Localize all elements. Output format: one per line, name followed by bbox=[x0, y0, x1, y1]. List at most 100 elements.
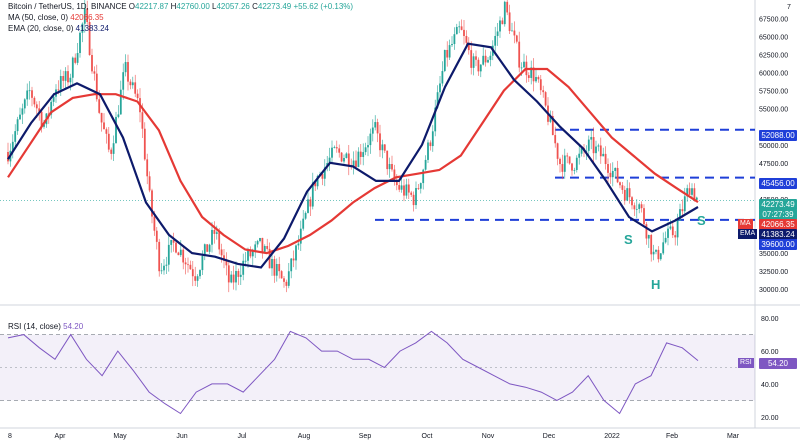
candle-body bbox=[208, 244, 211, 252]
candle-body bbox=[335, 147, 338, 149]
candle-body bbox=[110, 149, 113, 154]
candle-body bbox=[619, 182, 621, 186]
rsi-line bbox=[7, 330, 699, 415]
candle-body bbox=[626, 188, 629, 201]
candle-body bbox=[575, 157, 578, 170]
candle-body bbox=[112, 143, 115, 154]
level-45456-badge: 45456.00 bbox=[759, 178, 797, 189]
candle-body bbox=[67, 71, 69, 83]
candle-body bbox=[669, 226, 672, 229]
candle-body bbox=[223, 255, 225, 261]
candle-body bbox=[659, 253, 662, 260]
candle-body bbox=[371, 127, 374, 134]
candle-body bbox=[518, 41, 521, 68]
candle-body bbox=[316, 176, 319, 187]
candle-body bbox=[386, 150, 389, 170]
candle-body bbox=[482, 55, 485, 65]
candle-body bbox=[395, 181, 398, 186]
candle-body bbox=[16, 119, 19, 132]
candle-body bbox=[393, 169, 396, 182]
candle-body bbox=[479, 64, 482, 72]
level-52088-badge: 52088.00 bbox=[759, 130, 797, 141]
symbol-title: Bitcoin / TetherUS, 1D, BINANCE bbox=[8, 2, 127, 11]
candle-body bbox=[59, 76, 62, 90]
price-tick-label: 30000.00 bbox=[759, 287, 788, 294]
time-axis-label: 8 bbox=[8, 433, 12, 440]
candle-body bbox=[561, 164, 564, 172]
candle-body bbox=[614, 167, 617, 171]
candle-body bbox=[307, 199, 309, 213]
candle-body bbox=[338, 148, 341, 153]
candle-body bbox=[239, 274, 242, 277]
time-axis-label: Sep bbox=[359, 433, 372, 440]
candle-body bbox=[98, 99, 101, 113]
candle-body bbox=[472, 56, 475, 68]
candle-body bbox=[179, 249, 182, 256]
candle-body bbox=[69, 77, 72, 83]
candle-body bbox=[424, 159, 427, 170]
candle-body bbox=[499, 20, 501, 32]
candle-body bbox=[254, 244, 257, 252]
candle-body bbox=[278, 263, 281, 272]
ema-legend[interactable]: EMA (20, close, 0) 41383.24 bbox=[8, 24, 109, 33]
candle-body bbox=[645, 224, 648, 239]
candle-body bbox=[184, 262, 187, 265]
candle-body bbox=[249, 250, 252, 257]
candle-body bbox=[343, 157, 345, 162]
price-tick-label: 47500.00 bbox=[759, 161, 788, 168]
candle-body bbox=[477, 59, 480, 72]
candle-body bbox=[391, 164, 393, 170]
candle-body bbox=[455, 26, 458, 35]
price-tick-label: 35000.00 bbox=[759, 251, 788, 258]
candle-body bbox=[143, 128, 146, 160]
candle-body bbox=[506, 1, 509, 13]
candle-body bbox=[563, 155, 566, 172]
candle-body bbox=[11, 141, 14, 151]
ema-price-badge: 41383.24 bbox=[759, 229, 797, 240]
candle-body bbox=[359, 151, 362, 157]
candle-body bbox=[357, 151, 360, 167]
candle-body bbox=[520, 67, 523, 69]
candles bbox=[7, 0, 698, 293]
candle-body bbox=[26, 90, 29, 100]
change-value: +55.62 (+0.13%) bbox=[293, 2, 354, 11]
candle-body bbox=[681, 209, 684, 212]
candle-body bbox=[487, 59, 489, 63]
candle-body bbox=[280, 271, 283, 279]
candle-body bbox=[194, 276, 197, 281]
candle-body bbox=[539, 79, 542, 91]
candle-body bbox=[295, 245, 297, 261]
candle-body bbox=[513, 30, 516, 36]
candle-body bbox=[496, 31, 499, 36]
candle-body bbox=[95, 73, 98, 100]
time-axis-label: Apr bbox=[55, 433, 67, 440]
candle-body bbox=[556, 143, 559, 159]
candle-body bbox=[148, 176, 151, 191]
candle-body bbox=[695, 197, 698, 200]
candle-body bbox=[595, 146, 597, 154]
candle-body bbox=[419, 183, 422, 189]
candle-body bbox=[146, 159, 149, 177]
candle-body bbox=[153, 216, 156, 231]
candle-body bbox=[554, 135, 557, 144]
price-tick-label: 50000.00 bbox=[759, 143, 788, 150]
rsi-value-badge: 54.20 bbox=[759, 358, 797, 369]
candle-body bbox=[163, 265, 165, 271]
candle-body bbox=[134, 82, 137, 94]
candle-body bbox=[467, 42, 470, 51]
candle-body bbox=[501, 20, 504, 25]
rsi-legend-value: 54.20 bbox=[63, 322, 84, 331]
price-tick-label: 60000.00 bbox=[759, 71, 788, 78]
candle-body bbox=[585, 150, 588, 152]
rsi-legend[interactable]: RSI (14, close) 54.20 bbox=[8, 322, 84, 331]
candle-body bbox=[635, 208, 638, 210]
candle-body bbox=[388, 164, 391, 170]
candle-body bbox=[79, 32, 81, 54]
candle-body bbox=[686, 188, 689, 197]
candle-body bbox=[285, 281, 288, 286]
countdown-badge: 07:27:39 bbox=[759, 209, 797, 220]
ma-legend[interactable]: MA (50, close, 0) 42066.35 bbox=[8, 13, 104, 22]
candle-body bbox=[321, 174, 324, 179]
candle-body bbox=[299, 228, 302, 244]
